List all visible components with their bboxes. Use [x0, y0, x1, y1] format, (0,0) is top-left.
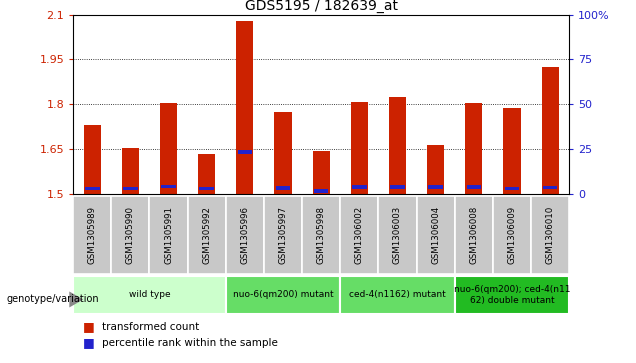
Bar	[340, 276, 455, 314]
Text: transformed count: transformed count	[102, 322, 199, 332]
Bar	[226, 196, 264, 274]
Bar	[427, 145, 445, 194]
Text: GSM1305997: GSM1305997	[279, 206, 287, 264]
Text: GSM1305992: GSM1305992	[202, 206, 211, 264]
Bar	[226, 276, 340, 314]
Bar	[198, 154, 215, 194]
Text: percentile rank within the sample: percentile rank within the sample	[102, 338, 278, 348]
Bar	[455, 276, 569, 314]
Bar	[378, 196, 417, 274]
Bar	[111, 196, 149, 274]
Text: GSM1306004: GSM1306004	[431, 206, 440, 264]
Bar	[264, 196, 302, 274]
Bar	[314, 189, 328, 193]
Text: genotype/variation: genotype/variation	[6, 294, 99, 305]
Bar	[504, 108, 521, 194]
Bar	[122, 148, 139, 194]
Text: wild type: wild type	[128, 290, 170, 299]
Bar	[238, 150, 252, 154]
Text: ced-4(n1162) mutant: ced-4(n1162) mutant	[349, 290, 446, 299]
Bar	[73, 276, 226, 314]
Text: nuo-6(qm200); ced-4(n11
62) double mutant: nuo-6(qm200); ced-4(n11 62) double mutan…	[453, 285, 570, 305]
Bar	[429, 185, 443, 189]
Bar	[466, 103, 483, 194]
Bar	[276, 186, 290, 190]
Bar	[352, 185, 366, 189]
Bar	[542, 67, 559, 194]
Bar	[313, 151, 330, 194]
Bar	[391, 185, 404, 189]
Bar	[531, 196, 569, 274]
Text: GSM1305996: GSM1305996	[240, 206, 249, 264]
Text: GSM1305998: GSM1305998	[317, 206, 326, 264]
Bar	[149, 196, 188, 274]
Text: GSM1306009: GSM1306009	[508, 206, 516, 264]
Text: GSM1306010: GSM1306010	[546, 206, 555, 264]
Text: GSM1305991: GSM1305991	[164, 206, 173, 264]
Bar	[389, 98, 406, 194]
Bar	[237, 20, 253, 194]
Text: GSM1306003: GSM1306003	[393, 206, 402, 264]
Bar	[417, 196, 455, 274]
Polygon shape	[69, 291, 83, 307]
Bar	[162, 185, 176, 188]
Text: GSM1306008: GSM1306008	[469, 206, 478, 264]
Bar	[351, 102, 368, 194]
Text: GSM1306002: GSM1306002	[355, 206, 364, 264]
Bar	[505, 187, 519, 190]
Bar	[467, 185, 481, 189]
Bar	[123, 187, 137, 190]
Bar	[275, 112, 292, 194]
Title: GDS5195 / 182639_at: GDS5195 / 182639_at	[245, 0, 398, 13]
Bar	[84, 125, 100, 194]
Bar	[302, 196, 340, 274]
Bar	[200, 187, 214, 190]
Bar	[543, 185, 557, 189]
Text: ■: ■	[83, 320, 94, 333]
Text: ■: ■	[83, 337, 94, 350]
Bar	[160, 103, 177, 194]
Bar	[188, 196, 226, 274]
Text: GSM1305989: GSM1305989	[88, 206, 97, 264]
Bar	[493, 196, 531, 274]
Bar	[340, 196, 378, 274]
Bar	[85, 187, 99, 190]
Bar	[73, 196, 111, 274]
Bar	[455, 196, 493, 274]
Text: GSM1305990: GSM1305990	[126, 206, 135, 264]
Text: nuo-6(qm200) mutant: nuo-6(qm200) mutant	[233, 290, 333, 299]
